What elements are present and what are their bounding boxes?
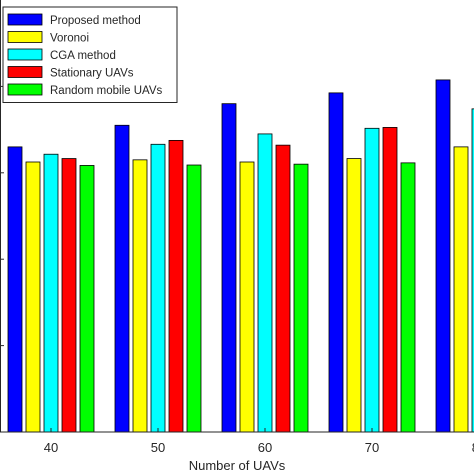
legend-label-4: Random mobile UAVs [50,85,163,97]
bar-80-1 [453,146,469,433]
bar-50-4 [186,164,202,433]
legend-swatch-1 [7,31,43,43]
bar-70-4 [400,162,416,433]
legend-swatch-2 [7,48,43,61]
bar-60-1 [239,161,255,433]
bar-70-0 [328,92,344,433]
legend-swatch-0 [7,13,43,26]
legend: Proposed method Voronoi CGA method Stationa… [2,6,178,103]
x-tick-label-60: 60 [258,440,272,455]
x-tick-label-80: 80 [472,440,474,455]
bar-40-0 [7,146,23,433]
bar-40-3 [61,158,77,433]
bar-60-0 [221,103,237,433]
bar-50-0 [114,124,130,433]
legend-label-2: CGA method [50,50,116,62]
legend-label-3: Stationary UAVs [50,68,134,80]
x-tick-label-40: 40 [44,440,58,455]
legend-swatch-4 [7,83,43,96]
x-tick-label-70: 70 [365,440,379,455]
bar-60-4 [293,163,309,433]
bars-group [7,79,474,433]
bar-50-1 [132,159,148,433]
bar-80-2 [471,108,474,433]
x-tick-label-50: 50 [151,440,165,455]
x-ticks-group: 40 50 60 70 80 [44,428,474,455]
bar-70-2 [364,127,380,433]
bar-60-3 [275,144,291,433]
bar-40-2 [43,153,59,433]
legend-label-1: Voronoi [50,33,89,45]
bar-50-3 [168,139,184,433]
bar-80-0 [435,79,451,433]
bar-40-4 [79,165,95,433]
bar-40-1 [25,161,41,433]
bar-70-1 [346,158,362,433]
bar-70-3 [382,127,398,433]
bar-60-2 [257,133,273,433]
legend-swatch-3 [7,66,43,78]
bar-50-2 [150,143,166,433]
x-axis-label: Number of UAVs [189,458,286,473]
legend-label-0: Proposed method [50,15,141,27]
